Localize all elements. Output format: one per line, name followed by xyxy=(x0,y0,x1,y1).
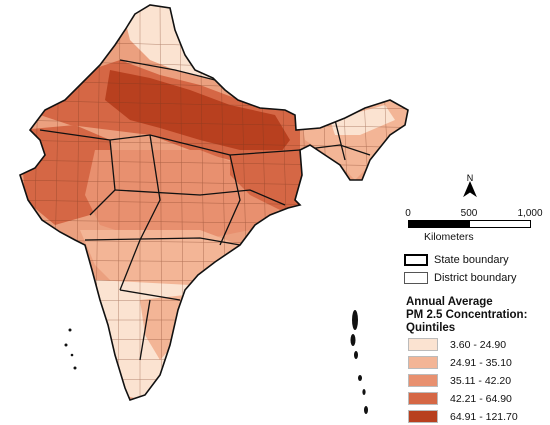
scale-bar-white xyxy=(469,220,531,228)
scale-tick-0: 0 xyxy=(405,208,411,219)
andaman-nicobar-islands xyxy=(350,310,368,414)
quintile-swatch-5 xyxy=(408,410,438,423)
quintile-row-4: 42.21 - 64.90 xyxy=(408,392,512,405)
region-east-high xyxy=(230,150,305,210)
scale-bar: 0 500 1,000 Kilometers xyxy=(400,208,550,252)
state-boundary-swatch xyxy=(404,254,428,266)
quintile-label-4: 42.21 - 64.90 xyxy=(450,392,512,405)
district-boundary-swatch xyxy=(404,272,428,284)
svg-text:N: N xyxy=(467,173,474,183)
pm25-legend-title: Annual Average PM 2.5 Concentration: Qui… xyxy=(406,296,546,335)
legend-state-boundary: State boundary xyxy=(404,254,509,266)
scale-tick-1000: 1,000 xyxy=(517,208,543,219)
legend-title-line-3: Quintiles xyxy=(406,322,456,334)
region-northeast-low xyxy=(330,105,395,135)
district-boundary-label: District boundary xyxy=(434,272,517,284)
legend-title-line-1: Annual Average xyxy=(406,296,493,308)
scale-tick-500: 500 xyxy=(460,208,478,219)
quintile-label-2: 24.91 - 35.10 xyxy=(450,356,512,369)
region-northeast xyxy=(300,95,408,180)
quintile-swatch-3 xyxy=(408,374,438,387)
legend-district-boundary: District boundary xyxy=(404,272,517,284)
north-arrow-icon: N xyxy=(463,173,477,198)
quintile-swatch-1 xyxy=(408,338,438,351)
quintile-swatch-2 xyxy=(408,356,438,369)
state-boundary-label: State boundary xyxy=(434,254,509,266)
quintile-row-3: 35.11 - 42.20 xyxy=(408,374,511,387)
quintile-row-1: 3.60 - 24.90 xyxy=(408,338,506,351)
region-gangetic-highest xyxy=(105,70,290,160)
quintile-label-5: 64.91 - 121.70 xyxy=(450,410,518,423)
lakshadweep-islands xyxy=(64,328,77,370)
quintile-label-1: 3.60 - 24.90 xyxy=(450,338,507,351)
scale-bar-black xyxy=(408,220,470,228)
state-boundaries xyxy=(39,59,371,361)
quintile-label-3: 35.11 - 42.20 xyxy=(450,374,512,387)
quintile-row-2: 24.91 - 35.10 xyxy=(408,356,512,369)
quintile-row-5: 64.91 - 121.70 xyxy=(408,410,518,423)
legend-title-line-2: PM 2.5 Concentration: xyxy=(406,309,528,321)
quintile-swatch-4 xyxy=(408,392,438,405)
scale-unit: Kilometers xyxy=(424,231,474,243)
